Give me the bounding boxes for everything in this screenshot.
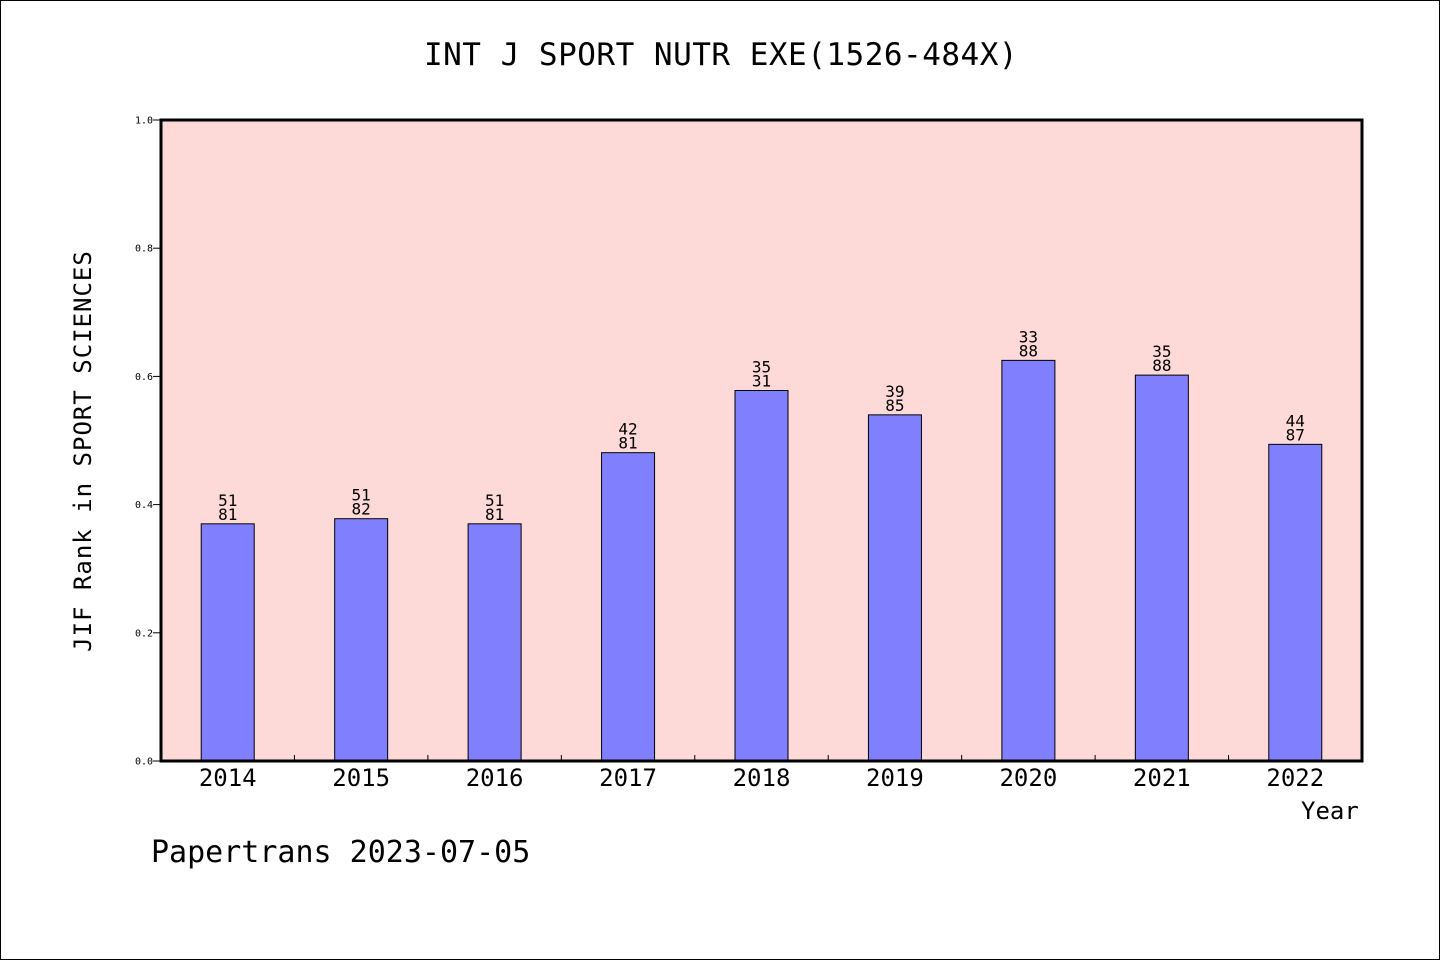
bar — [1134, 374, 1189, 762]
bar — [734, 390, 789, 762]
bar — [1001, 359, 1056, 762]
bar-label-bottom: 81 — [618, 434, 637, 453]
bar — [200, 523, 255, 762]
bar-label-bottom: 81 — [485, 505, 504, 524]
x-tick-label: 2022 — [1266, 764, 1324, 792]
y-tick-label: 0.0 — [135, 757, 153, 768]
bar-label-bottom: 81 — [218, 505, 237, 524]
bar — [467, 523, 522, 762]
x-tick-label: 2018 — [733, 764, 791, 792]
x-tick-label: 2014 — [199, 764, 257, 792]
x-tick-label: 2020 — [999, 764, 1057, 792]
bar-label-bottom: 85 — [885, 396, 904, 415]
chart-title: INT J SPORT NUTR EXE(1526-484X) — [423, 37, 1019, 73]
plot-border — [159, 118, 1364, 763]
bar-label-top: 33 — [1019, 327, 1038, 346]
bar-label-bottom: 87 — [1286, 425, 1305, 444]
x-tick-label: 2021 — [1133, 764, 1191, 792]
x-axis-label: Year — [1301, 797, 1359, 825]
y-tick-label: 0.4 — [135, 500, 153, 511]
y-tick-label: 0.6 — [135, 372, 153, 383]
bar-label-top: 51 — [485, 491, 504, 510]
y-tick-label: 0.2 — [135, 628, 153, 639]
bar-label-top: 39 — [885, 382, 904, 401]
x-tick-label: 2015 — [332, 764, 390, 792]
bar-label-top: 35 — [1152, 342, 1171, 361]
bar-label-top: 35 — [752, 358, 771, 377]
bar-label-bottom: 82 — [352, 500, 371, 519]
bar-label-bottom: 31 — [752, 372, 771, 391]
x-tick-label: 2017 — [599, 764, 657, 792]
bar-label-bottom: 88 — [1019, 341, 1038, 360]
y-tick-label: 0.8 — [135, 244, 153, 255]
bar — [334, 518, 389, 762]
x-tick-label: 2019 — [866, 764, 924, 792]
x-tick-label: 2016 — [466, 764, 524, 792]
y-tick-label: 1.0 — [135, 116, 153, 127]
bar-label-top: 44 — [1286, 411, 1305, 430]
bar-label-top: 51 — [352, 486, 371, 505]
bar — [1268, 443, 1323, 762]
footer-watermark: Papertrans 2023-07-05 — [151, 835, 531, 870]
bar-label-top: 51 — [218, 491, 237, 510]
bar-label-top: 42 — [618, 420, 637, 439]
bar — [867, 414, 922, 762]
bar-label-bottom: 88 — [1152, 356, 1171, 375]
bar — [601, 452, 656, 762]
